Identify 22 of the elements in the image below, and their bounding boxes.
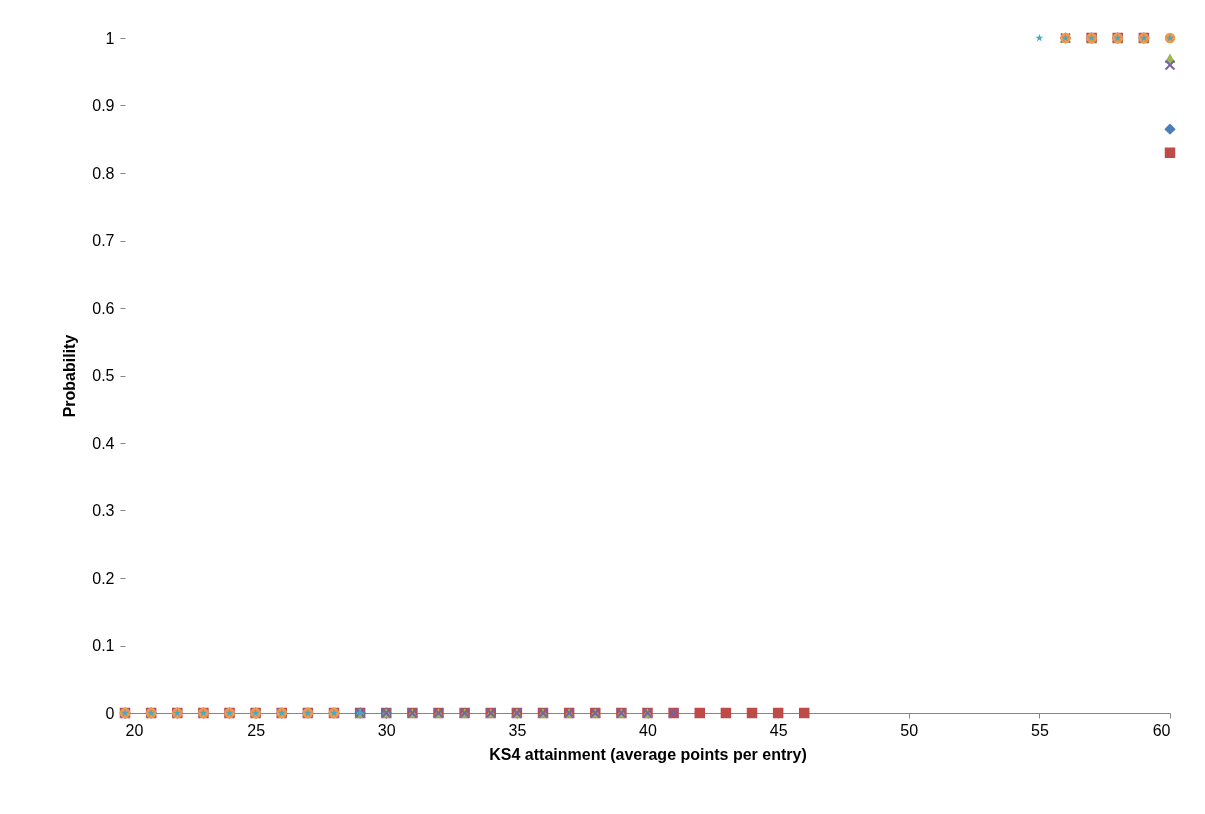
x-tick-label: 20 xyxy=(125,721,144,739)
y-tick-label: 0.1 xyxy=(92,637,115,654)
x-tick-label: 45 xyxy=(769,721,788,739)
y-tick-label: 0.3 xyxy=(92,502,115,519)
x-tick-label: 60 xyxy=(1152,721,1171,739)
y-tick-label: 0.6 xyxy=(92,299,115,317)
x-tick-label: 35 xyxy=(508,721,527,739)
x-tick-label: 25 xyxy=(247,721,266,739)
y-tick-label: 1 xyxy=(105,29,115,47)
y-tick-label: 0.9 xyxy=(92,97,115,114)
y-tick-label: 0 xyxy=(105,704,115,722)
x-axis-title: KS4 attainment (average points per entry) xyxy=(489,745,807,763)
y-tick-label: 0.2 xyxy=(92,569,115,587)
y-tick-label: 0.7 xyxy=(92,232,115,249)
y-axis-title: Probability xyxy=(61,334,79,418)
y-tick-label: 0.8 xyxy=(92,164,115,182)
y-tick-label: 0.5 xyxy=(92,367,115,384)
y-tick-label: 0.4 xyxy=(92,434,115,452)
x-tick-label: 30 xyxy=(377,721,396,739)
x-tick-label: 40 xyxy=(639,721,657,739)
x-tick-label: 55 xyxy=(1030,721,1049,739)
x-tick-label: 50 xyxy=(900,721,919,739)
